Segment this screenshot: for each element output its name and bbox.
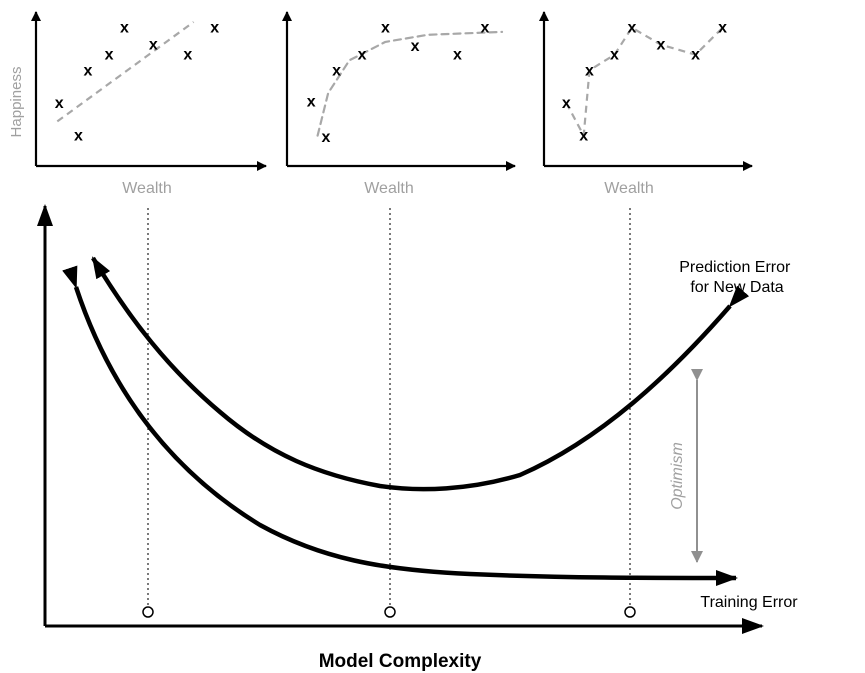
data-point-marker: x (381, 20, 390, 37)
prediction-error-label: Prediction Error for New Data (679, 259, 795, 296)
data-point-marker: x (358, 47, 367, 64)
prediction-error-curve (91, 256, 750, 492)
fit-line (565, 26, 724, 140)
data-point-marker: x (105, 47, 114, 64)
data-point-marker: x (55, 95, 64, 112)
data-point-marker: x (210, 20, 219, 37)
data-point-marker: x (332, 62, 341, 79)
complexity-marker-optimal (384, 606, 396, 618)
panel-x-label: Wealth (604, 180, 654, 197)
data-point-marker: x (691, 47, 700, 64)
data-point-marker: x (453, 47, 462, 64)
data-point-marker: x (481, 20, 490, 37)
complexity-marker-complex (624, 606, 636, 618)
complexity-marker-simple (142, 606, 154, 618)
fit-line (56, 21, 195, 123)
data-point-marker: x (656, 37, 665, 54)
optimism-label: Optimism (669, 442, 686, 510)
training-error-curve (62, 265, 738, 586)
main-plot: Optimism Prediction Error for New Data T… (37, 204, 798, 672)
data-point-marker: x (585, 62, 594, 79)
data-point-marker: x (322, 129, 331, 146)
data-point-marker: x (627, 20, 636, 37)
prediction-error-label-line-2: for New Data (690, 279, 783, 296)
data-point-marker: x (610, 47, 619, 64)
panel-x-label: Wealth (364, 180, 414, 197)
data-point-marker: x (74, 128, 83, 145)
data-point-marker: x (562, 95, 571, 112)
data-point-marker: x (307, 94, 316, 111)
data-point-marker: x (183, 47, 192, 64)
data-point-marker: x (149, 37, 158, 54)
prediction-error-label-line-1: Prediction Error (679, 259, 791, 276)
model-complexity-label: Model Complexity (319, 651, 482, 672)
data-point-marker: x (120, 20, 129, 37)
data-point-marker: x (718, 20, 727, 37)
fit-line (316, 30, 504, 137)
data-point-marker: x (84, 62, 93, 79)
data-point-marker: x (411, 38, 420, 55)
panel-y-label: Happiness (8, 67, 25, 138)
data-point-marker: x (579, 128, 588, 145)
panel-x-label: Wealth (122, 180, 172, 197)
training-error-label: Training Error (700, 594, 798, 611)
